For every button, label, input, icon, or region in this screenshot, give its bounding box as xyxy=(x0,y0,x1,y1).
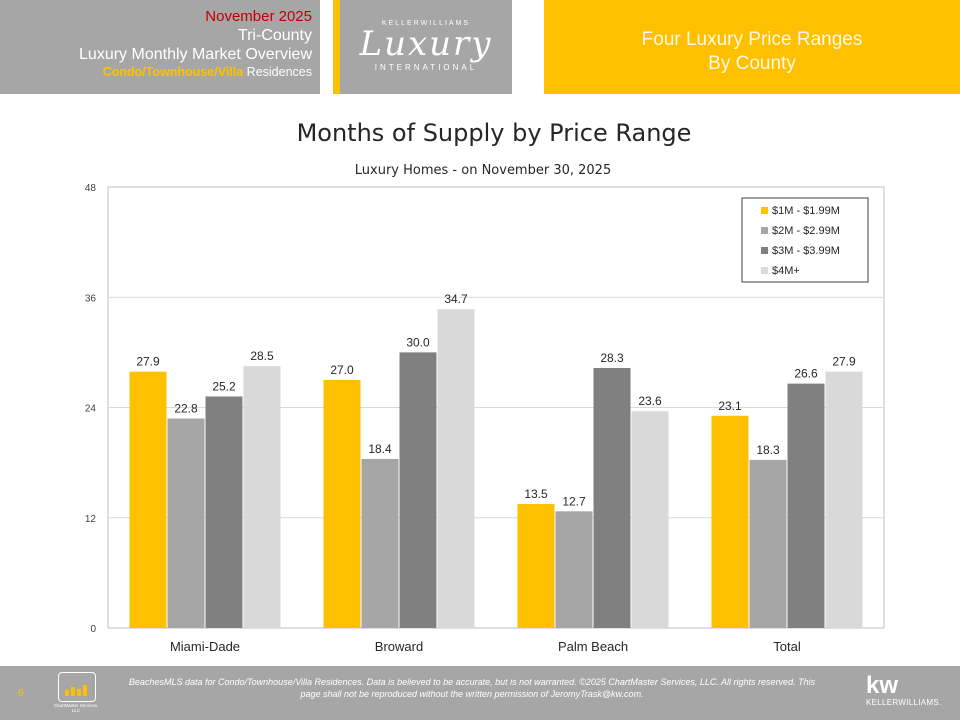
page-number: 6 xyxy=(18,688,24,699)
legend-label: $2M - $2.99M xyxy=(772,225,840,237)
logo-top-text: KELLERWILLIAMS xyxy=(381,20,471,27)
y-tick-label: 36 xyxy=(85,293,97,304)
kw-name: KELLERWILLIAMS. xyxy=(866,698,942,707)
y-tick-label: 48 xyxy=(85,183,97,194)
bar xyxy=(749,459,787,628)
bar xyxy=(437,309,475,628)
bar-value-label: 30.0 xyxy=(406,335,430,349)
bar-value-label: 23.1 xyxy=(718,399,742,413)
bar-value-label: 27.0 xyxy=(330,363,354,377)
bar xyxy=(631,411,669,628)
bar-value-label: 23.6 xyxy=(638,394,662,408)
chart-title: Months of Supply by Price Range xyxy=(297,119,692,147)
chart-bars-icon xyxy=(65,685,87,696)
y-axis: 0 12 24 36 48 xyxy=(85,183,97,635)
logo-bottom-text: INTERNATIONAL xyxy=(374,63,478,72)
legend-label: $4M+ xyxy=(772,265,800,277)
bar xyxy=(787,383,825,628)
chart-subtitle: Luxury Homes - on November 30, 2025 xyxy=(355,163,611,178)
bar xyxy=(711,415,749,628)
logo-main-text: Luxury xyxy=(359,24,493,64)
bar xyxy=(129,371,167,628)
section-title-line2: By County xyxy=(708,53,796,74)
y-tick-label: 24 xyxy=(85,404,97,415)
report-date: November 2025 xyxy=(205,8,312,25)
bar xyxy=(399,352,437,628)
chartmaster-logo xyxy=(58,672,96,702)
subtitle-accent: Condo/Townhouse/Villa xyxy=(102,65,244,79)
legend-swatch xyxy=(761,267,768,274)
bar-value-label: 27.9 xyxy=(832,355,856,369)
header-section-title: Four Luxury Price Ranges By County xyxy=(544,0,960,94)
bar-value-label: 26.6 xyxy=(794,367,818,381)
x-category-label: Palm Beach xyxy=(558,639,628,654)
y-tick-label: 12 xyxy=(85,514,97,525)
footer-disclaimer: BeachesMLS data for Condo/Townhouse/Vill… xyxy=(128,677,816,699)
bar xyxy=(167,418,205,628)
bar-value-label: 25.2 xyxy=(212,379,236,393)
legend-swatch xyxy=(761,227,768,234)
bar-value-label: 28.5 xyxy=(250,349,274,363)
x-category-label: Total xyxy=(773,639,801,654)
legend-label: $1M - $1.99M xyxy=(772,205,840,217)
bar xyxy=(323,379,361,628)
bar-value-label: 27.9 xyxy=(136,355,160,369)
bar-value-label: 18.4 xyxy=(368,442,392,456)
bar xyxy=(361,458,399,628)
value-labels: 27.9 22.8 25.2 28.5 27.0 18.4 30.0 34.7 13.5 12.7… xyxy=(136,292,856,508)
bar-value-label: 34.7 xyxy=(444,292,468,306)
x-category-label: Miami-Dade xyxy=(170,639,240,654)
section-title-line1: Four Luxury Price Ranges xyxy=(641,29,863,50)
bar xyxy=(555,511,593,628)
legend-swatch xyxy=(761,247,768,254)
bar xyxy=(593,367,631,628)
kw-mark: kw xyxy=(866,672,899,699)
report-region: Tri-County xyxy=(237,27,312,44)
bar xyxy=(825,371,863,628)
chartmaster-label: ChartMaster Services, LLC xyxy=(53,703,99,713)
legend: $1M - $1.99M $2M - $2.99M $3M - $3.99M $4M+ xyxy=(741,197,869,283)
bar xyxy=(243,366,281,628)
legend-label: $3M - $3.99M xyxy=(772,245,840,257)
header-divider xyxy=(333,0,340,94)
bars xyxy=(129,309,863,628)
report-name: Luxury Monthly Market Overview xyxy=(79,46,312,63)
bar-value-label: 28.3 xyxy=(600,351,624,365)
bar-value-label: 18.3 xyxy=(756,443,780,457)
header-info: November 2025 Tri-County Luxury Monthly … xyxy=(0,0,320,94)
months-of-supply-chart: Months of Supply by Price Range Luxury H… xyxy=(85,119,885,654)
bar xyxy=(205,396,243,628)
x-axis: Miami-Dade Broward Palm Beach Total xyxy=(170,639,801,654)
bar-value-label: 12.7 xyxy=(562,494,586,508)
legend-swatch xyxy=(761,207,768,214)
x-category-label: Broward xyxy=(375,639,423,654)
footer: 6 ChartMaster Services, LLC BeachesMLS d… xyxy=(0,666,960,720)
luxury-logo: KELLERWILLIAMS Luxury INTERNATIONAL xyxy=(340,0,512,94)
subtitle-rest: Residences xyxy=(243,65,312,79)
report-subtitle: Condo/Townhouse/Villa Residences xyxy=(0,64,312,80)
kw-logo: kw KELLERWILLIAMS. xyxy=(866,672,942,708)
bar-value-label: 13.5 xyxy=(524,487,548,501)
bar xyxy=(517,503,555,628)
y-tick-label: 0 xyxy=(90,624,96,635)
bar-value-label: 22.8 xyxy=(174,402,198,416)
